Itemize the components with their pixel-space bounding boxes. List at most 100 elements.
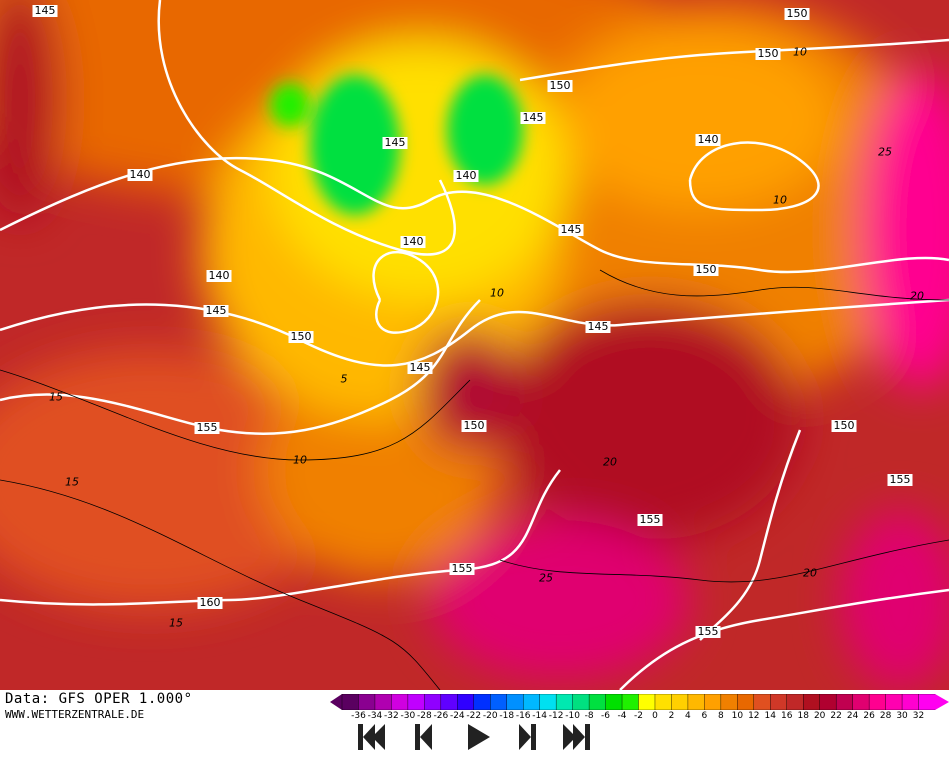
- colorbar-tick-label: -34: [367, 711, 383, 721]
- colorbar-tick-label: 20: [813, 711, 826, 721]
- colorbar-tick-label: -36: [351, 711, 366, 721]
- colorbar-tick-label: 2: [668, 711, 675, 721]
- colorbar-tick-label: 28: [879, 711, 892, 721]
- play-button[interactable]: [460, 722, 494, 752]
- colorbar-low-arrow: [330, 694, 342, 710]
- colorbar-swatch: [588, 694, 607, 710]
- height-contour-label: 150: [693, 263, 719, 276]
- colorbar-swatch: [572, 694, 590, 710]
- skip-to-start-icon: [358, 724, 385, 750]
- colorbar-tick-label: 16: [781, 711, 793, 721]
- colorbar-swatch: [555, 694, 574, 710]
- colorbar-tick-label: -26: [433, 711, 449, 721]
- colorbar-high-arrow: [935, 694, 949, 710]
- height-contour-label: 140: [127, 168, 153, 181]
- colorbar-swatch: [654, 694, 672, 710]
- height-contour-label: 145: [585, 320, 611, 333]
- colorbar-tick-labels: -36 -34 -32 -30 -28 -26 -24 -22 -20 -18 -16 -14 -12-…: [0, 711, 949, 723]
- height-contour-label: 145: [203, 304, 229, 317]
- colorbar-tick-label: 24: [846, 711, 859, 721]
- colorbar-swatch: [358, 694, 376, 710]
- skip-to-end-icon: [563, 724, 590, 750]
- isotherm-label: 15: [49, 390, 63, 404]
- colorbar-tick-label: 4: [685, 711, 691, 721]
- height-contour-label: 145: [32, 4, 58, 17]
- isotherm-label: 15: [169, 616, 183, 630]
- height-contour-label: 150: [288, 330, 314, 343]
- colorbar-swatch: [638, 694, 656, 710]
- colorbar-tick-label: 0: [652, 711, 658, 721]
- previous-frame-button[interactable]: [410, 722, 444, 752]
- colorbar-swatch: [407, 694, 425, 710]
- colorbar-swatch: [605, 694, 623, 710]
- play-icon: [468, 724, 490, 750]
- height-contour-label: 145: [558, 223, 584, 236]
- height-contour-label: 140: [453, 169, 479, 182]
- colorbar-tick-label: -18: [499, 711, 515, 721]
- colorbar-swatch: [621, 694, 639, 710]
- weather-map: [0, 0, 949, 690]
- colorbar-tick-label: -12: [548, 711, 564, 721]
- colorbar-swatch: [737, 694, 755, 710]
- first-frame-button[interactable]: [355, 722, 389, 752]
- colorbar-swatch: [539, 694, 557, 710]
- colorbar-swatch: [901, 694, 920, 710]
- height-contour-label: 155: [887, 473, 913, 486]
- colorbar-tick-label: -24: [449, 711, 465, 721]
- height-contour-label: 140: [695, 133, 721, 146]
- height-contour-label: 150: [784, 7, 810, 20]
- height-contour-label: 150: [461, 419, 487, 432]
- colorbar-tick-label: 22: [830, 711, 842, 721]
- colorbar-swatch: [753, 694, 771, 710]
- isotherm-label: 10: [793, 45, 807, 59]
- isotherm-label: 10: [293, 453, 307, 467]
- colorbar-tick-label: 32: [912, 711, 925, 721]
- step-back-icon: [415, 724, 432, 750]
- colorbar-tick-label: -10: [565, 711, 580, 721]
- last-frame-button[interactable]: [560, 722, 594, 752]
- height-contour-label: 145: [407, 361, 433, 374]
- colorbar-swatch: [341, 694, 359, 710]
- colorbar-swatch: [803, 694, 821, 710]
- colorbar-tick-label: 12: [748, 711, 760, 721]
- height-contour-label: 155: [637, 513, 663, 526]
- colorbar-swatch: [704, 694, 722, 710]
- isotherm-label: 15: [65, 475, 79, 489]
- colorbar-swatch: [522, 694, 541, 710]
- height-contour-label: 145: [382, 136, 408, 149]
- colorbar-swatch: [473, 694, 491, 710]
- height-contour-label: 155: [695, 625, 721, 638]
- colorbar-swatch: [868, 694, 887, 710]
- next-frame-button[interactable]: [513, 722, 547, 752]
- colorbar-tick-label: 30: [896, 711, 908, 721]
- colorbar-tick-label: -20: [482, 711, 498, 721]
- isotherm-label: 20: [603, 455, 617, 469]
- colorbar-swatch: [391, 694, 409, 710]
- height-contour-label: 155: [449, 562, 475, 575]
- colorbar-swatch: [457, 694, 475, 710]
- colorbar-swatch: [687, 694, 705, 710]
- isotherm-label: 20: [803, 566, 817, 580]
- colorbar-tick-label: -14: [532, 711, 548, 721]
- colorbar-swatch: [770, 694, 788, 710]
- colorbar-swatch: [786, 694, 804, 710]
- colorbar-swatch: [918, 694, 936, 710]
- colorbar-tick-label: -30: [400, 711, 416, 721]
- colorbar-tick-label: -2: [634, 711, 643, 721]
- colorbar-tick-label: -28: [417, 711, 432, 721]
- isotherm-label: 20: [910, 289, 924, 303]
- colorbar-tick-label: -32: [384, 711, 399, 721]
- colorbar-tick-label: -8: [584, 711, 594, 721]
- colorbar-tick-label: 18: [797, 711, 809, 721]
- colorbar-swatch: [440, 694, 458, 710]
- colorbar-swatch: [720, 694, 738, 710]
- height-contour-label: 140: [400, 235, 426, 248]
- colorbar-swatch: [819, 694, 837, 710]
- step-forward-icon: [519, 724, 536, 750]
- colorbar-swatch: [852, 694, 870, 710]
- colorbar-tick-label: -22: [466, 711, 482, 721]
- colorbar: [330, 694, 949, 710]
- colorbar-swatch: [671, 694, 689, 710]
- colorbar-tick-label: -6: [601, 711, 611, 721]
- colorbar-swatch: [374, 694, 392, 710]
